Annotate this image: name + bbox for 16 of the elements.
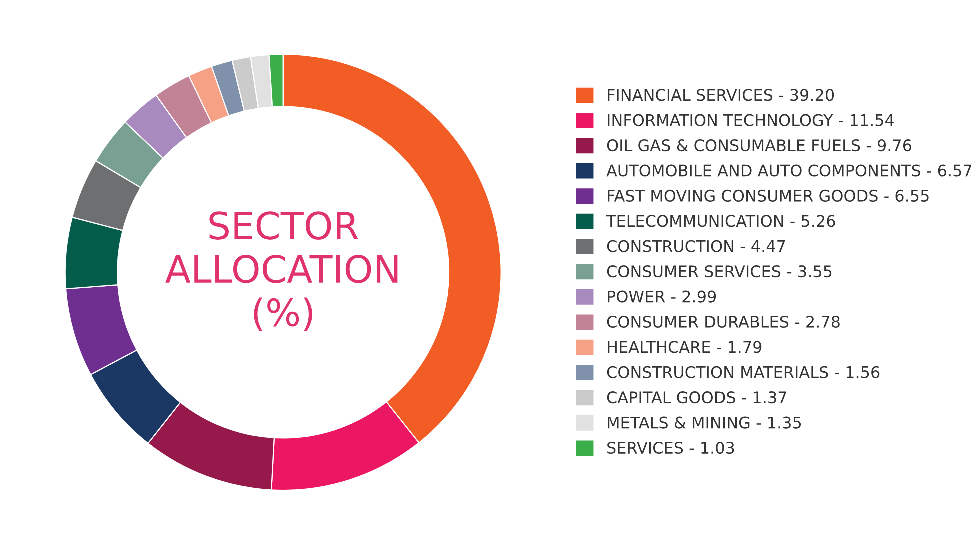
- legend-label: FAST MOVING CONSUMER GOODS - 6.55: [608, 190, 929, 202]
- legend-label: CONSUMER SERVICES - 3.55: [607, 266, 832, 278]
- legend-label: OIL GAS & CONSUMABLE FUELS - 9.76: [607, 140, 912, 152]
- legend-label: FINANCIAL SERVICES - 39.20: [608, 89, 834, 102]
- legend-label: CAPITAL GOODS - 1.37: [607, 392, 786, 404]
- legend-label: INFORMATION TECHNOLOGY - 11.54: [608, 114, 894, 126]
- legend-label: CONSTRUCTION - 4.47: [607, 240, 786, 252]
- legend-label: POWER - 2.99: [608, 290, 716, 303]
- text: SECTOR ALLOCATION (%): [166, 212, 398, 332]
- legend-label: CONSUMER DURABLES - 2.78: [607, 316, 840, 328]
- legend-label: SERVICES - 1.03: [608, 442, 734, 454]
- legend-label: METALS & MINING - 1.35: [608, 416, 802, 429]
- legend-label: CONSTRUCTION MATERIALS - 1.56: [607, 366, 880, 378]
- legend-label: AUTOMOBILE AND AUTO COMPONENTS - 6.57: [606, 164, 972, 177]
- legend-label: TELECOMMUNICATION - 5.26: [606, 215, 836, 228]
- legend-label: HEALTHCARE - 1.79: [608, 341, 762, 354]
